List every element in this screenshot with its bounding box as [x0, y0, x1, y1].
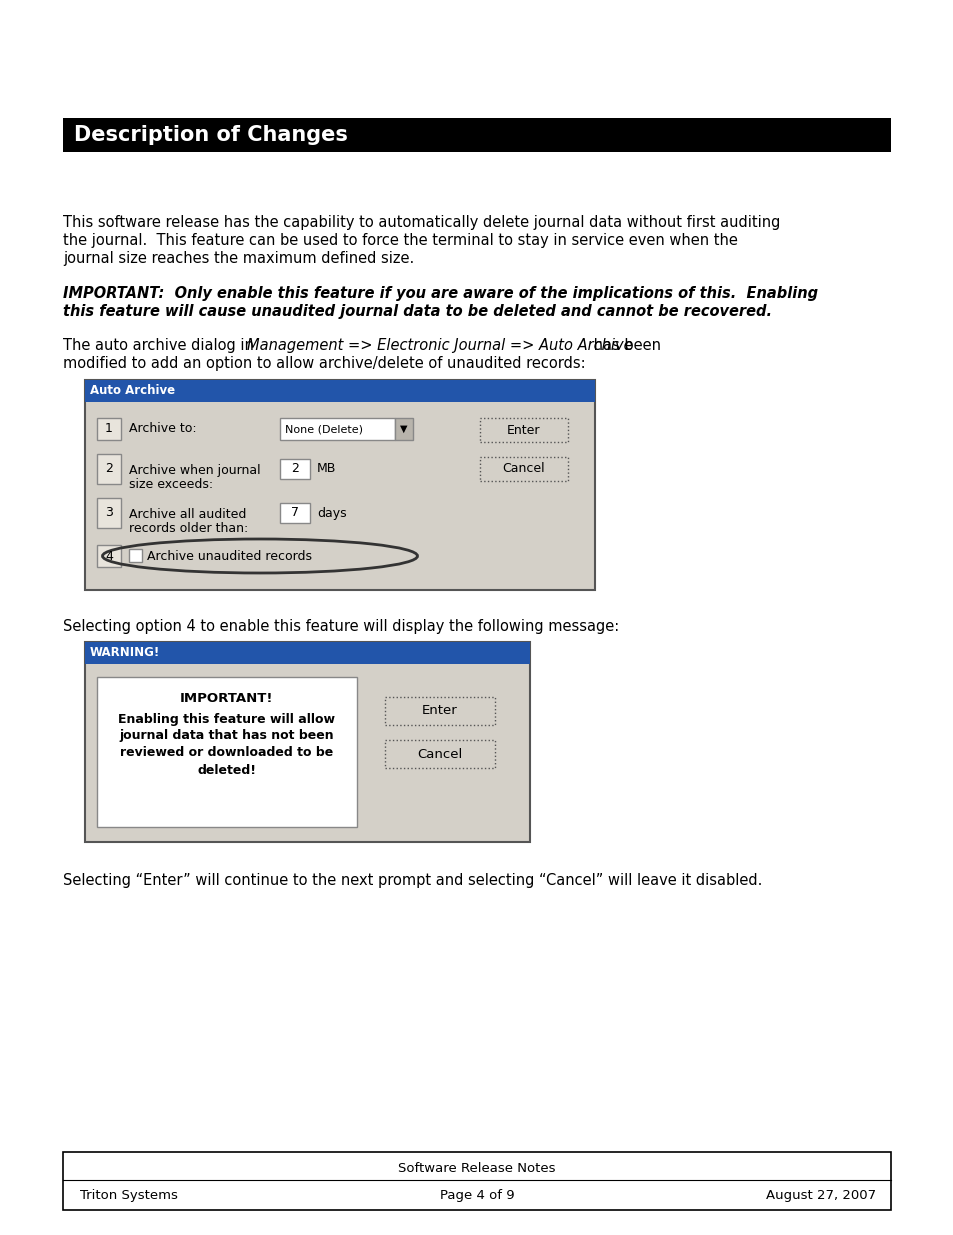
Text: Archive all audited: Archive all audited: [129, 508, 246, 521]
Text: The auto archive dialog in: The auto archive dialog in: [63, 338, 258, 353]
Text: Enter: Enter: [421, 704, 457, 718]
Text: Selecting “Enter” will continue to the next prompt and selecting “Cancel” will l: Selecting “Enter” will continue to the n…: [63, 873, 761, 888]
Bar: [479, 417, 567, 442]
Text: IMPORTANT:  Only enable this feature if you are aware of the implications of thi: IMPORTANT: Only enable this feature if y…: [63, 287, 818, 301]
Text: Cancel: Cancel: [502, 462, 545, 475]
Text: None (Delete): None (Delete): [285, 424, 363, 433]
Bar: [97, 677, 356, 827]
Bar: [97, 498, 121, 529]
Bar: [85, 380, 595, 403]
Text: Selecting option 4 to enable this feature will display the following message:: Selecting option 4 to enable this featur…: [63, 619, 618, 634]
Text: Auto Archive: Auto Archive: [90, 384, 175, 398]
Text: Cancel: Cancel: [416, 747, 462, 761]
Text: August 27, 2007: August 27, 2007: [765, 1189, 875, 1203]
Bar: [385, 740, 495, 768]
Text: 7: 7: [291, 506, 298, 520]
Text: 2: 2: [105, 462, 112, 475]
Text: Page 4 of 9: Page 4 of 9: [439, 1189, 514, 1203]
Text: Management => Electronic Journal => Auto Archive: Management => Electronic Journal => Auto…: [247, 338, 632, 353]
Text: journal size reaches the maximum defined size.: journal size reaches the maximum defined…: [63, 251, 414, 266]
Bar: [63, 1152, 890, 1210]
Text: 4: 4: [105, 550, 112, 562]
Text: reviewed or downloaded to be: reviewed or downloaded to be: [120, 746, 334, 760]
Bar: [85, 642, 530, 842]
Bar: [385, 697, 495, 725]
Text: 1: 1: [105, 422, 112, 436]
Text: deleted!: deleted!: [197, 763, 256, 777]
Text: Enabling this feature will allow: Enabling this feature will allow: [118, 713, 335, 725]
Text: WARNING!: WARNING!: [90, 646, 160, 659]
Text: 2: 2: [291, 462, 298, 475]
Text: journal data that has not been: journal data that has not been: [119, 730, 334, 742]
Text: records older than:: records older than:: [129, 522, 248, 535]
Text: Description of Changes: Description of Changes: [74, 125, 348, 144]
Bar: [97, 545, 121, 567]
Bar: [280, 503, 310, 522]
Bar: [280, 417, 395, 440]
Bar: [85, 380, 595, 590]
Text: This software release has the capability to automatically delete journal data wi: This software release has the capability…: [63, 215, 780, 230]
Text: ▼: ▼: [400, 424, 407, 433]
Text: Archive to:: Archive to:: [129, 422, 196, 436]
Text: MB: MB: [316, 462, 336, 475]
Bar: [129, 550, 142, 562]
Text: this feature will cause unaudited journal data to be deleted and cannot be recov: this feature will cause unaudited journa…: [63, 304, 771, 319]
Text: IMPORTANT!: IMPORTANT!: [180, 693, 274, 705]
Bar: [85, 642, 530, 664]
Text: 3: 3: [105, 506, 112, 520]
Text: Archive unaudited records: Archive unaudited records: [147, 550, 312, 562]
Text: size exceeds:: size exceeds:: [129, 478, 213, 492]
Text: has been: has been: [588, 338, 660, 353]
Bar: [97, 417, 121, 440]
Text: the journal.  This feature can be used to force the terminal to stay in service : the journal. This feature can be used to…: [63, 233, 737, 248]
Text: Software Release Notes: Software Release Notes: [397, 1161, 556, 1174]
Bar: [280, 459, 310, 479]
Text: Enter: Enter: [507, 424, 540, 436]
Text: Triton Systems: Triton Systems: [80, 1189, 177, 1203]
Bar: [479, 457, 567, 480]
Bar: [395, 417, 413, 440]
Bar: [63, 119, 890, 152]
Text: days: days: [316, 506, 346, 520]
Text: modified to add an option to allow archive/delete of unaudited records:: modified to add an option to allow archi…: [63, 356, 585, 370]
Text: Archive when journal: Archive when journal: [129, 464, 260, 477]
Bar: [97, 454, 121, 484]
